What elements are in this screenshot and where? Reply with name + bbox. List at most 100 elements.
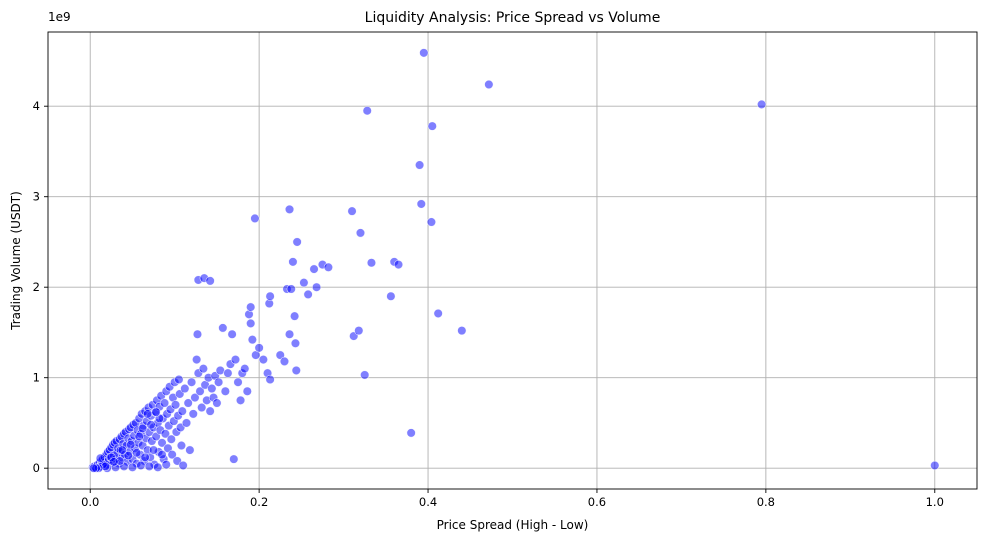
plot-frame [47,31,978,490]
data-point [415,160,425,170]
data-point [254,343,264,353]
data-point [284,329,295,339]
data-point [197,402,207,413]
x-tick-label: 0.8 [757,495,775,509]
data-point [258,354,268,365]
data-point [360,370,370,380]
y-tick-label: 1 [33,371,40,385]
data-point [227,329,237,339]
data-point [265,291,275,301]
data-point [233,377,243,387]
data-point [393,259,404,270]
data-point [220,386,230,396]
y-tick-label: 3 [33,190,40,204]
x-tick-label: 0.2 [250,495,268,509]
data-point [290,311,300,321]
data-point [230,354,241,365]
data-point [299,278,309,288]
data-point [192,354,202,365]
data-point [127,462,138,472]
data-point [419,48,429,58]
data-point [366,258,377,268]
data-point [229,454,239,464]
data-point [177,406,187,416]
data-point [190,393,200,403]
data-point [144,461,154,471]
data-point [176,440,187,451]
data-point [355,228,366,238]
data-point [205,276,215,286]
data-point [757,99,767,109]
data-points [88,48,940,473]
data-point [323,262,333,272]
data-point [186,377,197,387]
data-point [157,438,167,448]
data-point [166,434,176,444]
data-point [290,338,301,348]
x-axis-label: Price Spread (High - Low) [437,518,589,532]
data-point [240,364,250,374]
data-point [148,445,159,455]
y-tick-label: 2 [33,280,40,294]
data-point [180,383,190,394]
data-point [109,457,119,467]
y-axis: 0 1 2 3 4 [33,99,48,475]
x-axis: 0.0 0.2 0.4 0.6 0.8 1.0 [81,489,944,509]
data-point [183,398,193,408]
data-point [433,308,443,319]
data-point [167,450,177,460]
data-point [309,264,319,274]
data-point [427,121,437,131]
data-point [153,462,163,472]
data-point [235,395,246,405]
grid-lines [48,32,977,489]
data-point [188,409,198,419]
data-point [146,420,156,430]
x-tick-label: 1.0 [926,495,944,509]
data-point [386,291,396,301]
data-point [195,386,205,396]
data-point [207,383,217,394]
data-point [247,335,257,345]
data-point [426,217,437,227]
data-point [406,428,416,438]
data-point [185,445,195,455]
data-point [265,374,275,385]
y-scale-label: 1e9 [48,10,71,24]
data-point [117,445,127,455]
data-point [223,368,233,378]
data-point [151,431,161,442]
data-point [143,409,153,419]
data-point [275,350,285,360]
data-point [89,463,99,473]
data-point [416,199,426,209]
data-point [126,440,136,450]
data-point [246,302,256,312]
data-point [930,460,940,471]
data-point [303,289,313,300]
data-point [246,318,256,328]
y-axis-label: Trading Volume (USDT) [9,191,23,331]
data-point [198,364,208,374]
data-point [354,326,364,336]
data-point [151,407,161,417]
data-point [212,398,222,408]
data-point [213,377,224,387]
data-point [311,282,322,292]
data-point [132,448,142,458]
data-point [134,431,144,442]
data-point [205,406,215,416]
data-point [192,329,203,339]
y-tick-label: 0 [33,461,40,475]
x-tick-label: 0.0 [81,495,99,509]
data-point [286,284,296,294]
data-point [347,206,357,216]
data-point [174,374,184,385]
chart-title: Liquidity Analysis: Price Spread vs Volu… [365,10,661,26]
data-point [457,326,467,336]
data-point [218,323,228,333]
data-point [170,400,181,410]
data-point [181,418,192,428]
data-point [159,398,170,408]
